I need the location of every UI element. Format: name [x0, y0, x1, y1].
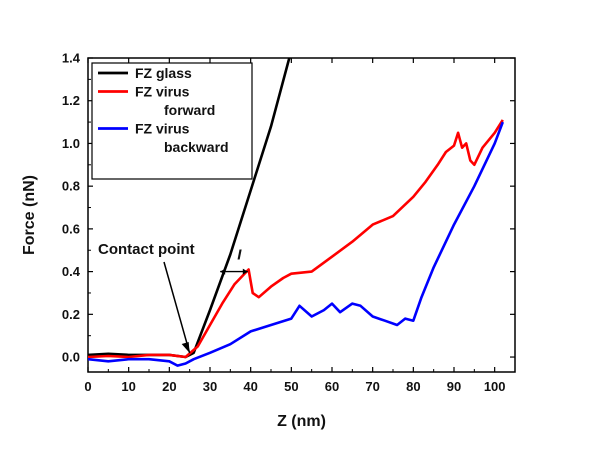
plot-frame: [87, 57, 516, 373]
x-tick-label: 0: [84, 379, 91, 394]
y-tick-label: 0.2: [62, 307, 80, 322]
y-tick-label: 0.8: [62, 179, 80, 194]
x-tick-label: 100: [484, 379, 506, 394]
legend: FZ glass FZ virus forward FZ virus backward: [91, 62, 253, 180]
x-axis-label: Z (nm): [277, 413, 326, 430]
series-lines: [88, 58, 505, 367]
y-tick-label: 0.4: [62, 264, 81, 279]
series-line-1: [88, 119, 504, 359]
x-tick-label: 40: [243, 379, 257, 394]
y-axis-label: Force (nN): [21, 175, 38, 255]
legend-label-1-1: forward: [164, 102, 215, 118]
y-tick-label: 0.0: [62, 350, 80, 365]
y-tick-label: 1.0: [62, 136, 80, 151]
legend-label-0-0: FZ glass: [135, 65, 192, 81]
axes: 0 10 20 30 40 50 60 70 80 90 100 0.0 0.2 0.4 0.6 0.8 1.0…: [21, 51, 516, 430]
x-tick-label: 50: [284, 379, 298, 394]
x-tick-label: 90: [447, 379, 461, 394]
legend-label-1-0: FZ virus: [135, 84, 190, 100]
legend-box: [91, 62, 253, 180]
contact-point-label: Contact point: [98, 241, 195, 258]
contact-point-arrow: [163, 261, 191, 354]
x-tick-label: 60: [325, 379, 339, 394]
x-tick-label: 80: [406, 379, 420, 394]
gap-label: I: [237, 246, 242, 263]
legend-label-2-1: backward: [164, 139, 229, 155]
y-tick-label: 0.6: [62, 221, 80, 236]
annotations: Contact point I: [98, 241, 248, 354]
y-tick-label: 1.2: [62, 93, 80, 108]
x-tick-label: 20: [162, 379, 176, 394]
x-tick-label: 70: [365, 379, 379, 394]
legend-label-2-0: FZ virus: [135, 121, 190, 137]
gap-arrowhead-right: [242, 268, 248, 275]
contact-point-arrowhead: [181, 342, 190, 354]
gap-arrowhead-left: [220, 268, 226, 275]
series-line-2: [88, 121, 505, 367]
x-tick-label: 10: [121, 379, 135, 394]
x-tick-label: 30: [203, 379, 217, 394]
y-tick-label: 1.4: [62, 51, 81, 66]
